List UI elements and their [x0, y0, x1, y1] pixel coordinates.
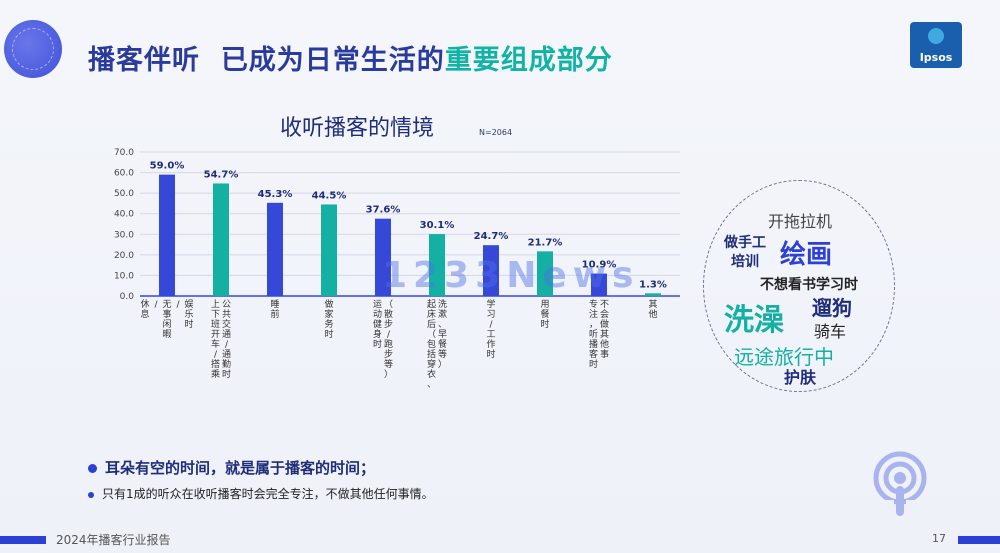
page-number: 17	[932, 532, 946, 545]
word-cloud-circle	[703, 180, 895, 392]
word-cloud-word: 洗澡	[724, 303, 784, 338]
x-tick-label: 专注，听播客时	[589, 298, 598, 370]
data-label: 24.7%	[474, 231, 509, 242]
watermark: 1233News	[382, 255, 640, 296]
footer-accent-left	[0, 536, 46, 544]
bar	[159, 174, 175, 296]
ipsos-logo: Ipsos	[910, 22, 962, 68]
data-label: 54.7%	[204, 169, 239, 180]
x-tick-label: 娱乐时	[184, 298, 193, 330]
word-cloud-word: 远途旅行中	[734, 345, 834, 369]
logo-mark-icon	[928, 28, 944, 44]
x-tick-label: （散步/跑步等）	[384, 299, 393, 380]
word-cloud-word: 做手工	[724, 235, 766, 251]
data-label: 44.5%	[312, 190, 347, 201]
logo-text: Ipsos	[919, 51, 953, 64]
bar	[483, 245, 499, 296]
word-cloud-word: 开拖拉机	[768, 212, 833, 231]
bullet-point-1: 耳朵有空的时间，就是属于播客的时间；	[88, 457, 375, 478]
y-tick-label: 50.0	[114, 189, 134, 199]
x-tick-label: 睡前	[270, 298, 279, 320]
bullet-point-2: 只有1成的听众在收听播客时会完全专注，不做其他任何事情。	[88, 485, 434, 502]
word-cloud-word: 培训	[731, 254, 759, 270]
x-tick-label: /	[176, 300, 180, 310]
x-tick-label: 洗漱、早餐等）	[438, 298, 447, 370]
word-cloud-word: 遛狗	[812, 296, 852, 320]
title-highlight: 重要组成部分	[444, 45, 613, 76]
title-part-2: 已成为日常生活的	[220, 45, 445, 76]
x-tick-label: 运动健身时	[373, 299, 382, 350]
word-cloud-word: 不想看书学习时	[760, 277, 858, 293]
data-label: 1.3%	[639, 279, 667, 290]
bullet-text: 只有1成的听众在收听播客时会完全专注，不做其他任何事情。	[102, 487, 434, 501]
footer-accent-right	[958, 536, 1000, 544]
data-label: 37.6%	[366, 205, 401, 216]
y-tick-label: 60.0	[114, 169, 134, 179]
title-part-1: 播客伴听	[88, 45, 200, 76]
podcast-icon	[873, 451, 927, 520]
page-title: 播客伴听 已成为日常生活的重要组成部分	[88, 38, 613, 77]
bullet-text: 耳朵有空的时间，就是属于播客的时间；	[105, 459, 376, 477]
y-tick-label: 70.0	[114, 148, 134, 158]
chart-title: 收听播客的情境	[280, 116, 435, 141]
y-tick-label: 30.0	[114, 230, 134, 240]
y-tick-label: 40.0	[114, 210, 134, 220]
x-tick-label: 上下班开车/搭乘	[211, 299, 220, 380]
x-tick-label: 学习/工作时	[486, 298, 495, 360]
word-cloud-word: 护肤	[784, 368, 817, 387]
data-label: 21.7%	[528, 237, 563, 248]
bar	[429, 234, 445, 296]
y-tick-label: 10.0	[114, 271, 134, 281]
x-tick-label: 起床后（包括穿衣、	[427, 299, 436, 390]
footer-report-name: 2024年播客行业报告	[56, 533, 171, 547]
y-tick-label: 0.0	[120, 292, 135, 302]
x-tick-label: 公共交通/通勤时	[222, 299, 231, 380]
word-cloud-word: 绘画	[780, 240, 833, 270]
word-cloud-word: 骑车	[814, 322, 847, 341]
x-tick-label: 用餐时	[540, 299, 549, 330]
x-tick-label: 不会做其他事	[600, 299, 609, 360]
data-label: 59.0%	[150, 161, 185, 172]
bullet-dot-icon	[88, 491, 94, 498]
x-tick-label: 休息	[140, 298, 149, 320]
data-label: 10.9%	[582, 260, 617, 271]
data-label: 45.3%	[258, 189, 293, 200]
bar	[267, 202, 283, 296]
bar	[321, 204, 337, 296]
x-tick-label: 无事闲暇	[162, 299, 171, 340]
bar	[375, 218, 391, 296]
x-tick-label: 做家务时	[324, 298, 333, 340]
bar	[213, 183, 229, 296]
decorative-circle	[4, 20, 62, 78]
data-label: 30.1%	[420, 220, 455, 231]
y-tick-label: 20.0	[114, 251, 134, 261]
x-tick-label: /	[154, 300, 158, 310]
bar	[645, 293, 661, 296]
chart-subtitle: N=2064	[479, 128, 513, 137]
bar	[591, 273, 607, 296]
x-tick-label: 其他	[648, 299, 657, 320]
bar	[537, 251, 553, 296]
bullet-dot-icon	[88, 464, 97, 473]
